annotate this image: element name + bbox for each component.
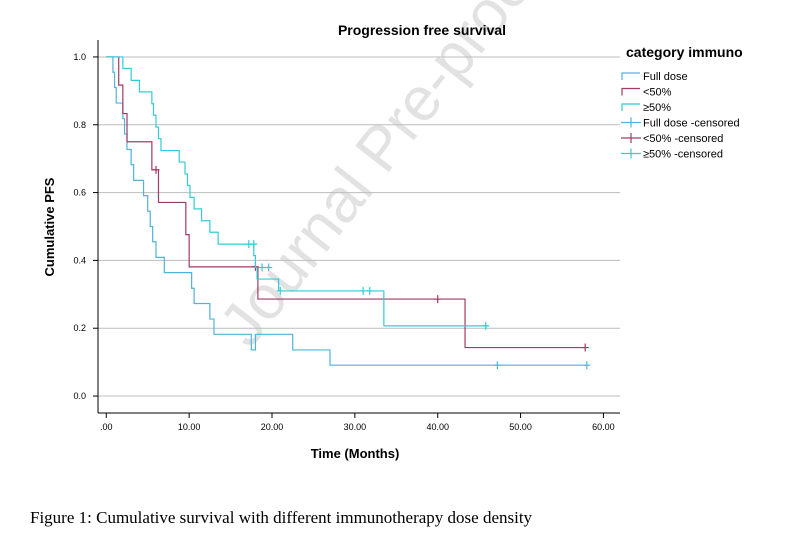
legend-swatch-5 [621, 148, 641, 159]
censor-mark-2-6 [366, 286, 374, 295]
legend-label-4: <50% -censored [643, 133, 723, 145]
chart-title: Progression free survival [338, 22, 506, 38]
legend-label-2: ≥50% [643, 102, 671, 114]
y-tick-label-4: 0.8 [73, 120, 86, 130]
legend-title: category immuno [626, 44, 743, 60]
x-tick-label-2: 20.00 [261, 422, 284, 432]
y-tick-label-5: 1.0 [73, 52, 86, 62]
watermark-text: Journal Pre-proof [207, 0, 557, 359]
censor-mark-2-3 [265, 263, 273, 272]
censor-mark-1-0 [152, 165, 160, 174]
y-tick-label-0: 0.0 [73, 391, 86, 401]
censor-mark-0-1 [583, 361, 591, 370]
series-layer [106, 56, 591, 370]
censor-mark-1-3 [581, 343, 589, 352]
legend-swatch-0 [621, 72, 640, 80]
y-tick-label-3: 0.6 [73, 188, 86, 198]
x-tick-label-6: 60.00 [592, 422, 615, 432]
legend-swatch-4 [621, 133, 641, 143]
legend-swatch-1 [621, 87, 640, 96]
censor-mark-2-4 [276, 286, 284, 295]
km-chart: Journal Pre-proof .00 10.00 20.00 30.00 40.0… [42, 0, 743, 461]
x-tick-label-0: .00 [100, 422, 113, 432]
censor-mark-2-7 [482, 321, 490, 330]
axis-ticks: .00 10.00 20.00 30.00 40.00 50.00 60.00 0.0 0.2 0… [73, 52, 614, 432]
legend-swatch-2 [621, 103, 640, 111]
legend-swatch-3 [621, 117, 641, 128]
legend-label-3: Full dose -censored [643, 118, 740, 130]
x-axis-label: Time (Months) [311, 446, 400, 461]
censor-mark-2-2 [258, 263, 266, 272]
grid-lines [98, 56, 620, 397]
legend: category immuno Full dose <50% ≥50% Full do… [621, 44, 743, 161]
legend-label-0: Full dose [643, 71, 688, 83]
censor-mark-2-5 [359, 286, 367, 295]
y-tick-label-1: 0.2 [73, 323, 86, 333]
series-line-1 [106, 56, 587, 349]
y-tick-label-2: 0.4 [73, 255, 86, 265]
censor-mark-2-1 [250, 240, 258, 249]
x-tick-label-3: 30.00 [344, 422, 367, 432]
censor-mark-1-2 [434, 295, 442, 304]
x-tick-label-1: 10.00 [178, 422, 201, 432]
x-tick-label-5: 50.00 [509, 422, 532, 432]
y-axis-label: Cumulative PFS [42, 177, 57, 276]
plot-frame [97, 40, 620, 414]
series-line-2 [106, 56, 488, 327]
legend-label-5: ≥50% -censored [643, 149, 723, 161]
censor-mark-0-0 [493, 361, 501, 370]
x-tick-label-4: 40.00 [426, 422, 449, 432]
legend-label-1: <50% [643, 87, 672, 99]
figure-caption: Figure 1: Cumulative survival with diffe… [30, 508, 533, 527]
